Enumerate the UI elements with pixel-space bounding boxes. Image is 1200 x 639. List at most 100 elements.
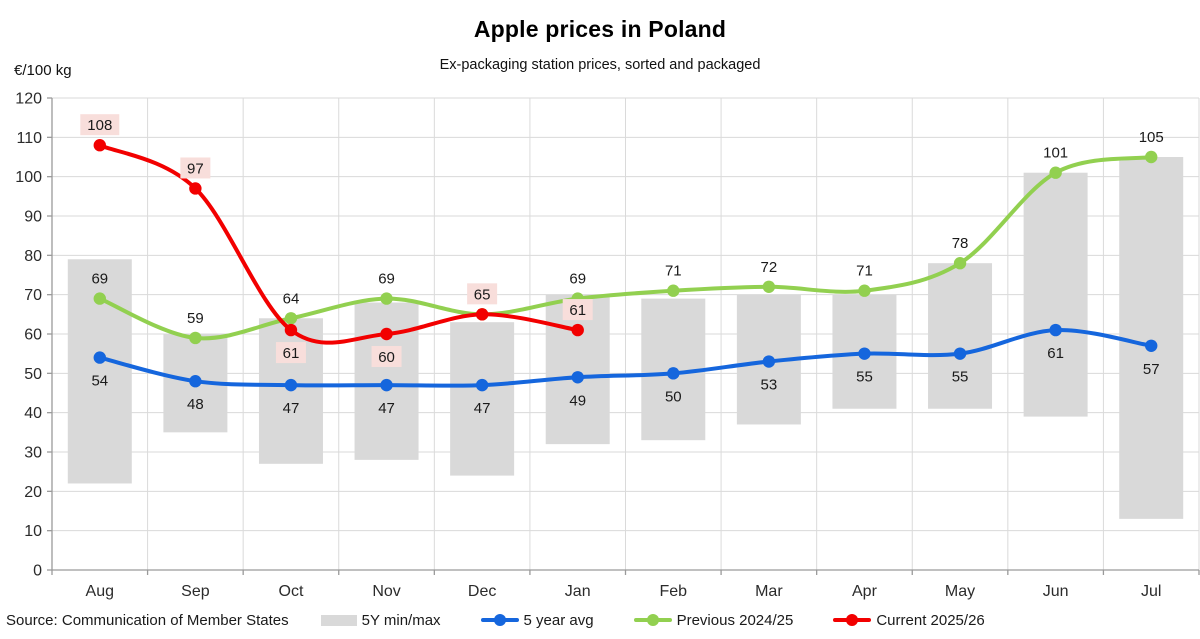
data-point (953, 257, 967, 270)
svg-text:40: 40 (24, 405, 42, 422)
data-label: 69 (378, 271, 395, 288)
line-marker-icon (833, 614, 872, 626)
data-label: 53 (761, 377, 778, 394)
data-label: 60 (378, 349, 395, 366)
svg-text:Jun: Jun (1043, 583, 1069, 600)
data-label: 55 (856, 369, 873, 386)
data-label: 105 (1139, 129, 1164, 146)
data-point (93, 351, 106, 364)
data-point (475, 308, 489, 321)
data-label: 61 (283, 345, 300, 362)
legend-label: Previous 2024/25 (676, 611, 794, 629)
line-marker-icon (633, 614, 672, 626)
svg-text:110: 110 (16, 130, 42, 147)
range-bar (1023, 172, 1088, 417)
svg-text:Oct: Oct (279, 583, 304, 600)
legend-item-range: 5Y min/max (320, 611, 441, 629)
svg-text:70: 70 (24, 287, 42, 304)
svg-text:Dec: Dec (468, 583, 496, 600)
data-label: 64 (283, 290, 300, 307)
labels-previous-2024-25: 69 59 64 69 69 71 72 71 78 101 105 (91, 129, 1163, 327)
data-point (667, 367, 680, 380)
range-swatch-icon (320, 614, 357, 626)
data-label-bg (275, 342, 306, 364)
data-label: 49 (569, 392, 586, 409)
svg-text:Mar: Mar (755, 583, 783, 600)
data-point (284, 312, 298, 325)
svg-text:0: 0 (33, 563, 42, 580)
svg-text:50: 50 (24, 366, 42, 383)
data-label-bg (371, 346, 402, 367)
data-point (284, 378, 298, 392)
data-point (1145, 150, 1158, 164)
svg-text:90: 90 (24, 209, 42, 226)
legend-item-current: Current 2025/26 (833, 611, 985, 629)
data-label: 47 (474, 400, 491, 417)
svg-text:Jan: Jan (565, 583, 591, 600)
series-5-year-avg (93, 323, 1158, 392)
svg-text:May: May (945, 583, 975, 600)
data-point (475, 378, 489, 392)
data-point (189, 331, 202, 345)
series-current-2025-26 (93, 139, 584, 345)
svg-text:80: 80 (24, 248, 42, 265)
data-point (380, 327, 393, 341)
legend-label: Current 2025/26 (876, 611, 985, 629)
data-point (380, 378, 393, 392)
data-label: 61 (569, 302, 586, 319)
data-point (762, 280, 776, 293)
data-label: 71 (856, 263, 873, 280)
axes (47, 97, 1200, 575)
chart-subtitle: Ex-packaging station prices, sorted and … (439, 57, 761, 73)
legend-label: 5Y min/max (361, 611, 441, 629)
svg-text:Feb: Feb (660, 583, 688, 600)
data-label: 57 (1143, 361, 1160, 378)
data-point (667, 284, 680, 297)
svg-text:Sep: Sep (181, 583, 210, 600)
data-point (762, 355, 776, 368)
line-marker-icon (480, 614, 519, 626)
data-point (93, 292, 106, 305)
data-point (858, 284, 871, 297)
price-chart: 0 10 20 30 40 50 60 70 80 90 100 110 120 Aug Sep Oct Nov… (15, 91, 1200, 600)
svg-text:60: 60 (24, 327, 42, 344)
svg-text:120: 120 (15, 91, 42, 108)
data-label: 97 (187, 160, 204, 177)
range-bar (1119, 157, 1184, 519)
data-label: 59 (187, 310, 204, 327)
data-point (1145, 339, 1158, 352)
data-label: 69 (569, 271, 586, 288)
data-label-bg (80, 114, 120, 136)
data-label: 78 (952, 235, 969, 252)
data-point (953, 347, 967, 360)
svg-text:30: 30 (24, 445, 42, 462)
data-label: 69 (91, 271, 108, 288)
data-label: 48 (187, 396, 204, 413)
range-bar (450, 322, 515, 476)
gridlines (52, 97, 1200, 570)
svg-text:Aug: Aug (86, 583, 114, 600)
svg-text:Jul: Jul (1141, 583, 1161, 600)
labels-5-year-avg: 54 48 47 47 47 49 50 53 55 55 61 57 (91, 345, 1159, 417)
data-label-bg (180, 157, 211, 179)
data-point (284, 323, 298, 337)
y-axis-unit-label: €/100 kg (14, 62, 72, 79)
svg-text:20: 20 (24, 484, 42, 501)
range-bar (928, 263, 993, 409)
data-point (571, 371, 584, 384)
data-label: 54 (91, 373, 108, 390)
labels-current-2025-26: 108 97 61 60 65 61 (80, 114, 593, 367)
y-axis-labels: 0 10 20 30 40 50 60 70 80 90 100 110 120 (15, 91, 42, 580)
x-axis-labels: Aug Sep Oct Nov Dec Jan Feb Mar Apr May Jun Jul (86, 583, 1162, 600)
data-label-bg (562, 299, 593, 321)
data-label: 61 (1047, 345, 1064, 362)
chart-title: Apple prices in Poland (473, 16, 727, 42)
data-label: 65 (474, 286, 491, 303)
svg-text:100: 100 (15, 169, 42, 186)
data-point (1049, 166, 1062, 179)
svg-text:10: 10 (24, 523, 42, 540)
data-label: 108 (87, 117, 112, 134)
data-label: 47 (378, 400, 395, 417)
data-label: 72 (761, 259, 778, 276)
legend: 5Y min/max 5 year avg Previous 2024/25 C… (320, 611, 985, 629)
